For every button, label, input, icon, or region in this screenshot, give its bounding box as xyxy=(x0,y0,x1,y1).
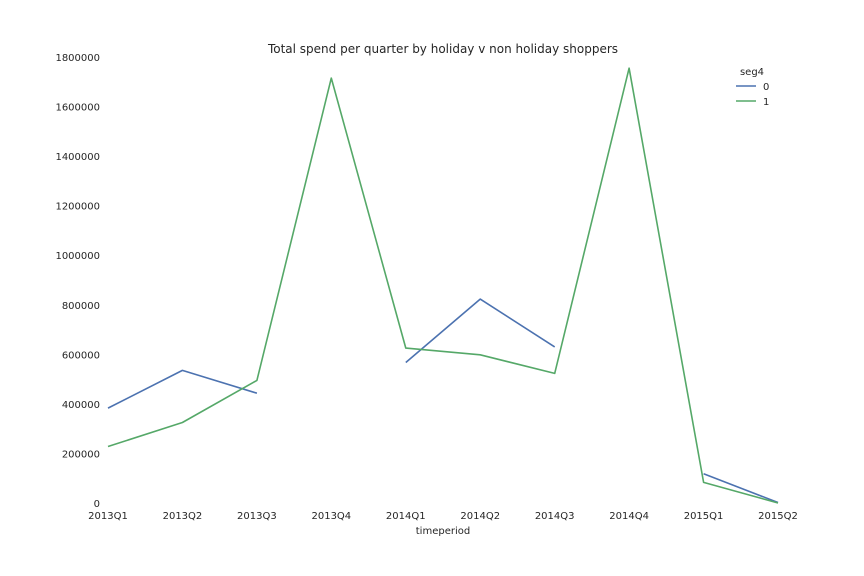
series-0-line xyxy=(405,298,556,364)
x-tick-label: 2014Q1 xyxy=(386,511,426,522)
x-tick-label: 2013Q2 xyxy=(163,511,203,522)
x-tick-label: 2013Q1 xyxy=(88,511,128,522)
legend-title: seg4 xyxy=(740,67,764,78)
x-tick-label: 2015Q1 xyxy=(684,511,724,522)
series-lines xyxy=(107,67,779,504)
chart-title: Total spend per quarter by holiday v non… xyxy=(267,42,618,56)
y-tick-label: 1200000 xyxy=(55,202,100,213)
legend-label-0: 0 xyxy=(763,82,769,93)
legend: seg4 0 1 xyxy=(736,67,769,108)
y-tick-label: 400000 xyxy=(62,400,100,411)
y-tick-label: 800000 xyxy=(62,301,100,312)
series-0-line xyxy=(107,369,258,409)
series-0-line xyxy=(703,473,779,504)
x-tick-label: 2014Q4 xyxy=(609,511,649,522)
y-tick-label: 1600000 xyxy=(55,103,100,114)
y-tick-label: 600000 xyxy=(62,350,100,361)
x-tick-label: 2013Q3 xyxy=(237,511,277,522)
x-axis-label: timeperiod xyxy=(416,526,470,537)
y-tick-label: 1400000 xyxy=(55,152,100,163)
legend-label-1: 1 xyxy=(763,97,769,108)
y-tick-label: 0 xyxy=(94,499,100,510)
x-tick-label: 2013Q4 xyxy=(311,511,351,522)
x-tick-label: 2014Q2 xyxy=(460,511,500,522)
series-1-line xyxy=(107,67,779,504)
x-tick-label: 2015Q2 xyxy=(758,511,798,522)
x-axis-ticks: 2013Q1 2013Q2 2013Q3 2013Q4 2014Q1 2014Q2 2014… xyxy=(88,511,798,522)
y-axis-ticks: 0 200000 400000 600000 800000 1000000 1200000 1… xyxy=(55,53,100,510)
y-tick-label: 1800000 xyxy=(55,53,100,64)
x-tick-label: 2014Q3 xyxy=(535,511,575,522)
y-tick-label: 1000000 xyxy=(55,251,100,262)
y-tick-label: 200000 xyxy=(62,449,100,460)
